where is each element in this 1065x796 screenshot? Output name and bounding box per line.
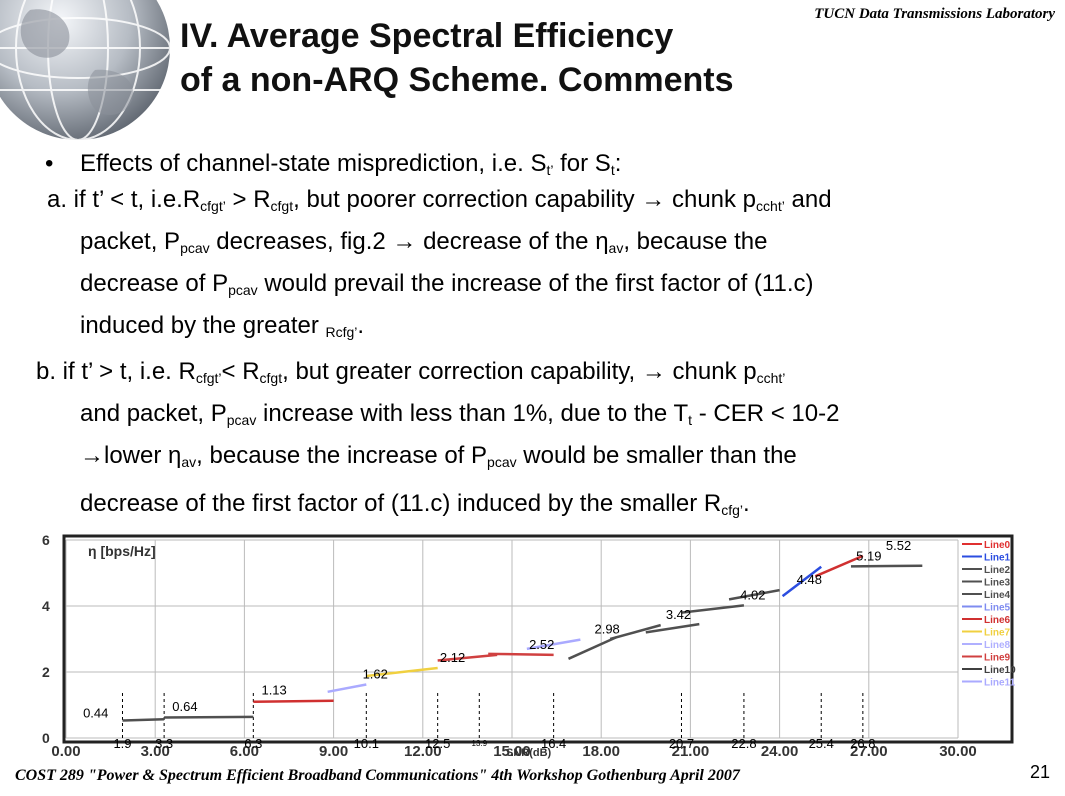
threshold-label: 13.9: [472, 739, 488, 748]
point-b-text-1: b. if t’ > t, i.e. R: [36, 358, 196, 385]
data-label: 1.13: [261, 683, 286, 698]
page-number: 21: [1029, 762, 1050, 782]
threshold-label: 26.8: [850, 736, 875, 751]
point-a-text-4: induced by the greater: [80, 312, 326, 339]
threshold-label: 1.9: [113, 736, 131, 751]
x-tick-label: 18.00: [582, 743, 620, 760]
threshold-label: 16.4: [541, 736, 566, 751]
threshold-label: 12.5: [425, 736, 450, 751]
point-b-line-3: →lower ηav, because the increase of Ppca…: [80, 442, 797, 470]
series-line: [327, 683, 367, 694]
threshold-label: 6.3: [244, 736, 262, 751]
data-label: 5.19: [856, 549, 881, 564]
lab-name: TUCN Data Transmissions Laboratory: [814, 6, 1055, 22]
series-line: [781, 565, 822, 598]
x-tick-label: 12.00: [404, 743, 442, 760]
data-label: 3.42: [666, 607, 691, 622]
data-label: 4.48: [797, 572, 822, 587]
data-label: 4.02: [740, 587, 765, 602]
series-line: [437, 653, 498, 662]
y-tick-label: 6: [42, 532, 50, 548]
series-line: [728, 588, 780, 601]
x-tick-label: 9.00: [319, 743, 348, 760]
y-tick-label: 2: [42, 664, 50, 680]
threshold-label: 10.1: [354, 736, 379, 751]
point-b-line-4: decrease of the first factor of (11.c) i…: [80, 490, 750, 518]
point-b-line-1: b. if t’ > t, i.e. Rcfgt’< Rcfgt, but gr…: [36, 358, 786, 386]
x-tick-label: 30.00: [939, 743, 977, 760]
x-tick-label: 15.00: [493, 743, 531, 760]
series-line: [850, 564, 923, 568]
footer-text: COST 289 "Power & Spectrum Efficient Bro…: [15, 767, 740, 784]
y-tick-label: 4: [42, 598, 50, 614]
legend-entry: Line3: [984, 578, 1011, 589]
point-a-line-2: packet, Ppcav decreases, fig.2 → decreas…: [80, 228, 768, 256]
point-a-text-3: decrease of P: [80, 270, 229, 297]
point-b-text-2: and packet, P: [80, 400, 227, 427]
globe-logo: [0, 0, 171, 140]
title-line-2: of a non-ARQ Scheme. Comments: [180, 61, 734, 99]
point-a-line-1: a. if t’ < t, i.e.Rcfgt’ > Rcfgt, but po…: [47, 186, 832, 214]
data-label: 5.52: [886, 538, 911, 553]
intro-line: Effects of channel-state misprediction, …: [80, 150, 622, 178]
data-label: 0.64: [172, 699, 197, 714]
data-label: 2.12: [440, 650, 465, 665]
slide-title: IV. Average Spectral Efficiency of a non…: [180, 14, 734, 102]
point-a-text-1: a. if t’ < t, i.e.R: [47, 186, 201, 213]
x-tick-label: 6.00: [230, 743, 259, 760]
x-axis-label: SNR(dB): [506, 747, 552, 759]
legend-entry: Line9: [984, 653, 1011, 664]
series-line: [488, 652, 554, 657]
spectral-efficiency-chart: 0.00 3.00 6.00 9.00 12.00 15.00 18.00 21.00 24.0…: [42, 532, 1016, 760]
data-label: 2.98: [594, 622, 619, 637]
series-line: [609, 623, 661, 641]
legend-entry: Line4: [984, 590, 1011, 601]
bullet-marker: •: [45, 150, 54, 177]
series-line: [645, 622, 700, 634]
series-line: [366, 666, 438, 678]
x-tick-label: 0.00: [51, 743, 80, 760]
legend-entry: Line6: [984, 615, 1011, 626]
y-axis-label: η [bps/Hz]: [88, 543, 156, 559]
legend-entry: Line5: [984, 603, 1011, 614]
threshold-label: 25.4: [809, 736, 834, 751]
point-b-line-2: and packet, Ppcav increase with less tha…: [80, 400, 840, 428]
legend-entry: Line1: [984, 553, 1011, 564]
y-tick-label: 0: [42, 730, 50, 746]
x-tick-label: 21.00: [672, 743, 710, 760]
point-a-text-2: packet, P: [80, 228, 181, 255]
series-line: [567, 636, 617, 660]
data-label: 1.62: [363, 667, 388, 682]
legend-entry: Line10: [984, 665, 1016, 676]
legend-entry: Line0: [984, 540, 1011, 551]
data-label: 0.44: [83, 705, 108, 720]
point-b-text-4: decrease of the first factor of (11.c) i…: [80, 490, 722, 517]
legend-entry: Line11: [984, 678, 1016, 689]
plot-frame: [62, 534, 1014, 744]
threshold-label: 3.3: [155, 736, 173, 751]
threshold-label: 20.7: [669, 736, 694, 751]
point-a-line-4: induced by the greater Rcfg’.: [80, 312, 365, 340]
x-tick-label: 27.00: [850, 743, 888, 760]
series-line: [681, 604, 745, 614]
series-line: [253, 699, 334, 703]
data-label: 2.52: [529, 637, 554, 652]
series-line: [526, 638, 581, 651]
point-a-line-3: decrease of Ppcav would prevail the incr…: [80, 270, 814, 298]
legend-entry: Line8: [984, 640, 1011, 651]
x-tick-label: 3.00: [141, 743, 170, 760]
point-b-text-3: →lower η: [80, 442, 182, 469]
title-line-1: IV. Average Spectral Efficiency: [180, 17, 674, 55]
threshold-label: 22.8: [731, 736, 756, 751]
series-line: [814, 554, 864, 578]
x-tick-label: 24.00: [761, 743, 799, 760]
intro-text: Effects of channel-state misprediction, …: [80, 150, 547, 177]
series-line: [164, 715, 254, 719]
series-line: [122, 717, 165, 722]
legend-entry: Line7: [984, 628, 1011, 639]
legend-entry: Line2: [984, 565, 1011, 576]
